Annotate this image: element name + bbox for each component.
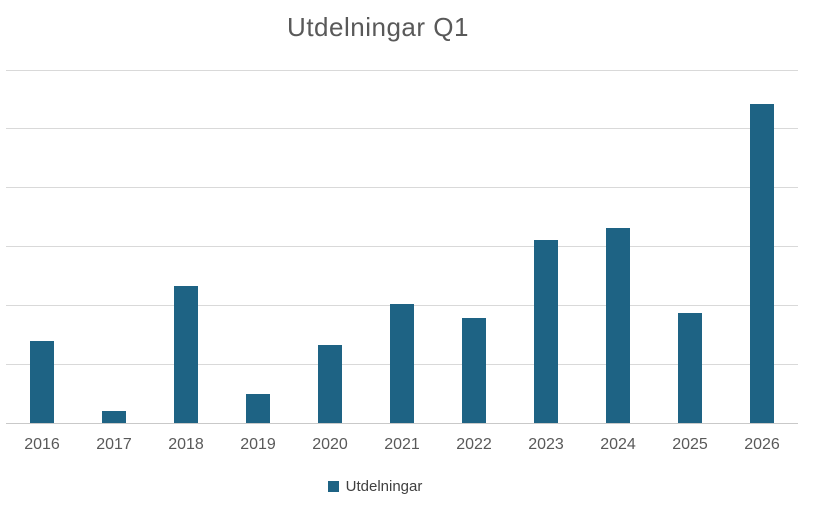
bar-2022[interactable] — [462, 318, 486, 423]
x-tick-2019: 2019 — [240, 436, 276, 453]
bar-2025[interactable] — [678, 312, 702, 423]
bar-2016[interactable] — [30, 341, 54, 423]
x-tick-2017: 2017 — [96, 436, 132, 453]
x-tick-2023: 2023 — [528, 436, 564, 453]
bar-2026[interactable] — [750, 104, 774, 423]
bar-2018[interactable] — [174, 285, 198, 423]
x-tick-2016: 2016 — [24, 436, 60, 453]
chart-title: Utdelningar Q1 — [287, 12, 469, 42]
x-axis: 2016 2017 2018 2019 2020 2021 2022 2023 2024 2025… — [0, 436, 820, 458]
bar-2019[interactable] — [246, 394, 270, 423]
gridline — [6, 187, 798, 189]
gridline — [6, 128, 798, 130]
bar-2017[interactable] — [102, 411, 126, 423]
x-tick-2022: 2022 — [456, 436, 492, 453]
legend-swatch-icon — [327, 481, 339, 492]
legend-label: Utdelningar — [345, 478, 423, 495]
legend: Utdelningar — [0, 478, 750, 495]
x-tick-2025: 2025 — [672, 436, 708, 453]
x-tick-2021: 2021 — [384, 436, 420, 453]
x-axis-line — [6, 422, 798, 424]
bar-2020[interactable] — [318, 344, 342, 423]
gridline — [6, 69, 798, 71]
plot-area — [6, 69, 798, 424]
gridline — [6, 246, 798, 247]
x-tick-2026: 2026 — [744, 436, 780, 453]
x-tick-2024: 2024 — [600, 436, 636, 453]
bar-2024[interactable] — [606, 228, 630, 423]
x-tick-2018: 2018 — [168, 436, 204, 453]
x-tick-2020: 2020 — [312, 436, 348, 453]
bar-2023[interactable] — [534, 240, 558, 423]
bar-2021[interactable] — [390, 304, 414, 423]
